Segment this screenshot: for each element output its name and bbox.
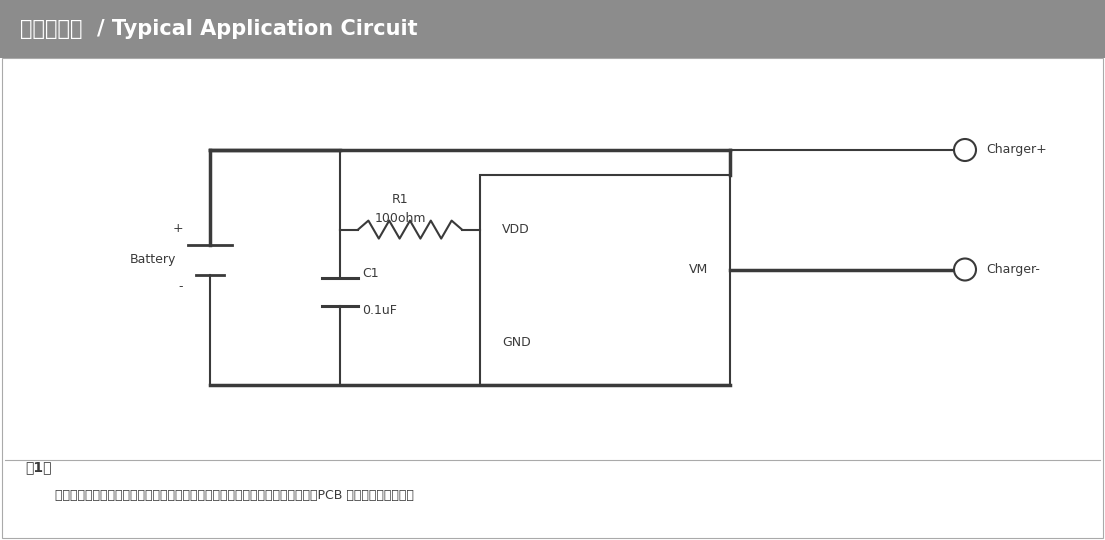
- Text: Charger-: Charger-: [986, 263, 1040, 276]
- Text: 0.1uF: 0.1uF: [362, 304, 397, 317]
- Text: Charger+: Charger+: [986, 144, 1046, 157]
- Text: Battery: Battery: [129, 253, 176, 267]
- Text: 100ohm: 100ohm: [375, 212, 425, 225]
- Text: -: -: [179, 280, 183, 293]
- Bar: [0, 0, 1105, 58]
- Text: +: +: [172, 222, 183, 235]
- Text: 典型应用图  / Typical Application Circuit: 典型应用图 / Typical Application Circuit: [20, 19, 418, 39]
- Text: VM: VM: [688, 263, 708, 276]
- Bar: [2, 58, 1103, 538]
- Text: VDD: VDD: [502, 223, 529, 236]
- Text: 粗线部分走线表示过大电流回路：为了保证良好的散热、满足过大电流的能力，PCB 走线尽可能短而宽。: 粗线部分走线表示过大电流回路：为了保证良好的散热、满足过大电流的能力，PCB 走…: [55, 489, 414, 502]
- Text: GND: GND: [502, 336, 530, 349]
- Text: 注1：: 注1：: [25, 460, 52, 474]
- Circle shape: [954, 259, 976, 280]
- Text: C1: C1: [362, 267, 379, 280]
- Text: R1: R1: [391, 193, 409, 206]
- Bar: [480, 175, 730, 385]
- Circle shape: [954, 139, 976, 161]
